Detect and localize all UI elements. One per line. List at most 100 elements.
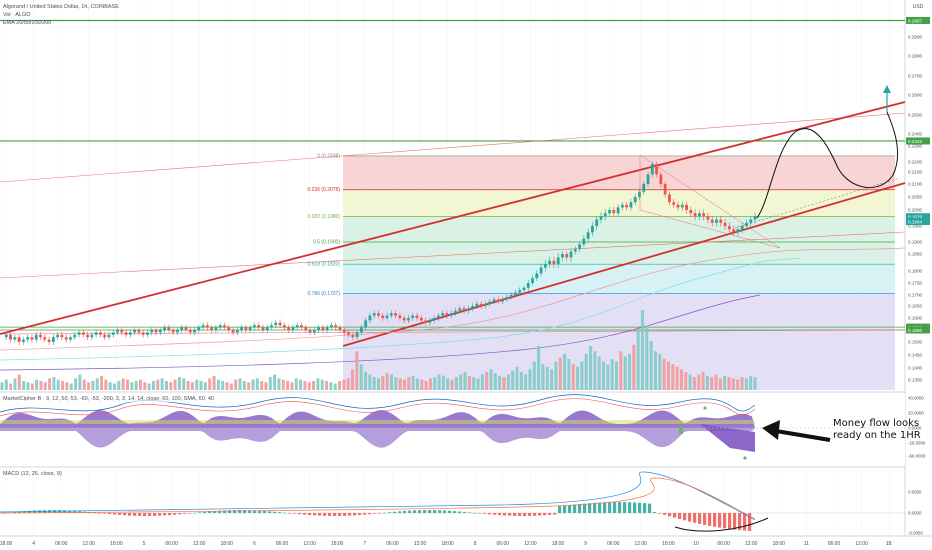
volume-bar [615,361,619,390]
macd-histogram-bar [748,513,752,531]
fib-zone [343,242,895,265]
candle-body [274,322,278,326]
left-arrow-icon [762,420,780,440]
candle-body [325,327,329,330]
candle-body [261,327,265,330]
macd-histogram-bar [263,510,267,513]
macd-histogram-bar [408,510,412,513]
candle-body [103,334,107,338]
volume-bar [649,340,653,390]
volume-bar [35,379,39,390]
volume-bar [247,382,251,390]
candle-body [586,232,590,239]
candle-body [69,337,72,340]
volume-bar [428,378,432,390]
macd-histogram-bar [673,513,677,518]
candle-body [227,327,231,330]
volume-bar [48,378,52,390]
mc-tick-label: 40.0000 [908,396,924,401]
candle-body [355,332,359,338]
mc-tick-label: 0.0000 [908,426,922,431]
y-tick-label: 0.2000 [908,208,922,213]
candle-body [449,313,453,316]
volume-bar [692,377,696,390]
macd-histogram-bar [163,513,167,516]
x-tick-label: 12:00 [635,541,648,547]
macd-histogram-bar [623,502,627,513]
volume-bar [407,377,411,390]
candle-body [81,332,85,335]
candle-body [330,325,333,328]
candle-body [116,330,119,333]
candle-body [184,327,188,330]
volume-bar [476,378,480,390]
volume-bar [519,371,523,390]
candle-body [441,313,445,316]
volume-bar [320,379,324,390]
candle-body [612,210,616,214]
macd-histogram-bar [398,511,402,513]
volume-bar [480,374,484,390]
candle-body [321,327,325,330]
candle-body [300,325,303,328]
macd-histogram-bar [118,513,122,515]
macd-histogram-bar [268,511,272,513]
volume-bar [82,379,86,390]
candle-body [479,303,483,306]
volume-bar [671,364,675,390]
wave-line [0,398,756,417]
volume-bar [506,374,510,390]
volume-bar [9,383,13,390]
volume-bar [134,380,138,390]
up-arrow-icon [883,85,891,93]
volume-bar [714,374,718,390]
macd-histogram-bar [68,510,72,513]
candle-body [347,332,350,335]
candle-body [727,226,731,230]
candle-body [381,315,385,318]
price-badge [906,218,930,226]
volume-bar [563,353,567,390]
volume-bar [212,375,216,390]
fib-zone [343,216,895,242]
volume-bar [138,379,142,390]
volume-bar [78,374,82,390]
volume-bar [545,366,549,390]
candle-body [419,318,423,321]
candle-body [21,339,25,342]
candle-body [458,308,462,311]
projection-dashed [734,177,901,229]
volume-bar [697,374,701,390]
candle-body [51,337,55,342]
macd-histogram-bar [303,513,307,515]
macd-histogram-bar [608,502,612,513]
y-tick-label: 0.2900 [908,35,922,40]
volume-bar [550,369,554,390]
candle-body [565,254,569,258]
macd-histogram-bar [278,512,282,513]
macd-histogram-bar [648,503,652,513]
volume-bar [126,379,129,390]
candle-body [445,313,449,316]
money-flow-annotation: Money flow looks ready on the 1HR [833,418,921,441]
volume-bar [398,378,402,390]
candle-body [608,210,611,214]
macd-histogram-bar [378,513,382,514]
x-tick-label: 10 [693,541,699,547]
volume-bar [56,379,60,390]
volume-bar [182,378,186,390]
volume-bar [39,380,43,390]
y-tick-label: 0.1400 [908,366,922,371]
volume-bar [95,378,99,390]
macd-histogram-bar [738,513,742,531]
macd-histogram-bar [208,511,212,513]
volume-bar [424,380,428,390]
volume-bar [537,346,541,390]
candle-body [642,184,646,192]
volume-bar [580,361,584,390]
macd-histogram-bar [218,510,222,513]
macd-histogram-bar [468,512,472,513]
x-tick-label: 8 [474,541,477,547]
macd-histogram-bar [613,502,617,513]
